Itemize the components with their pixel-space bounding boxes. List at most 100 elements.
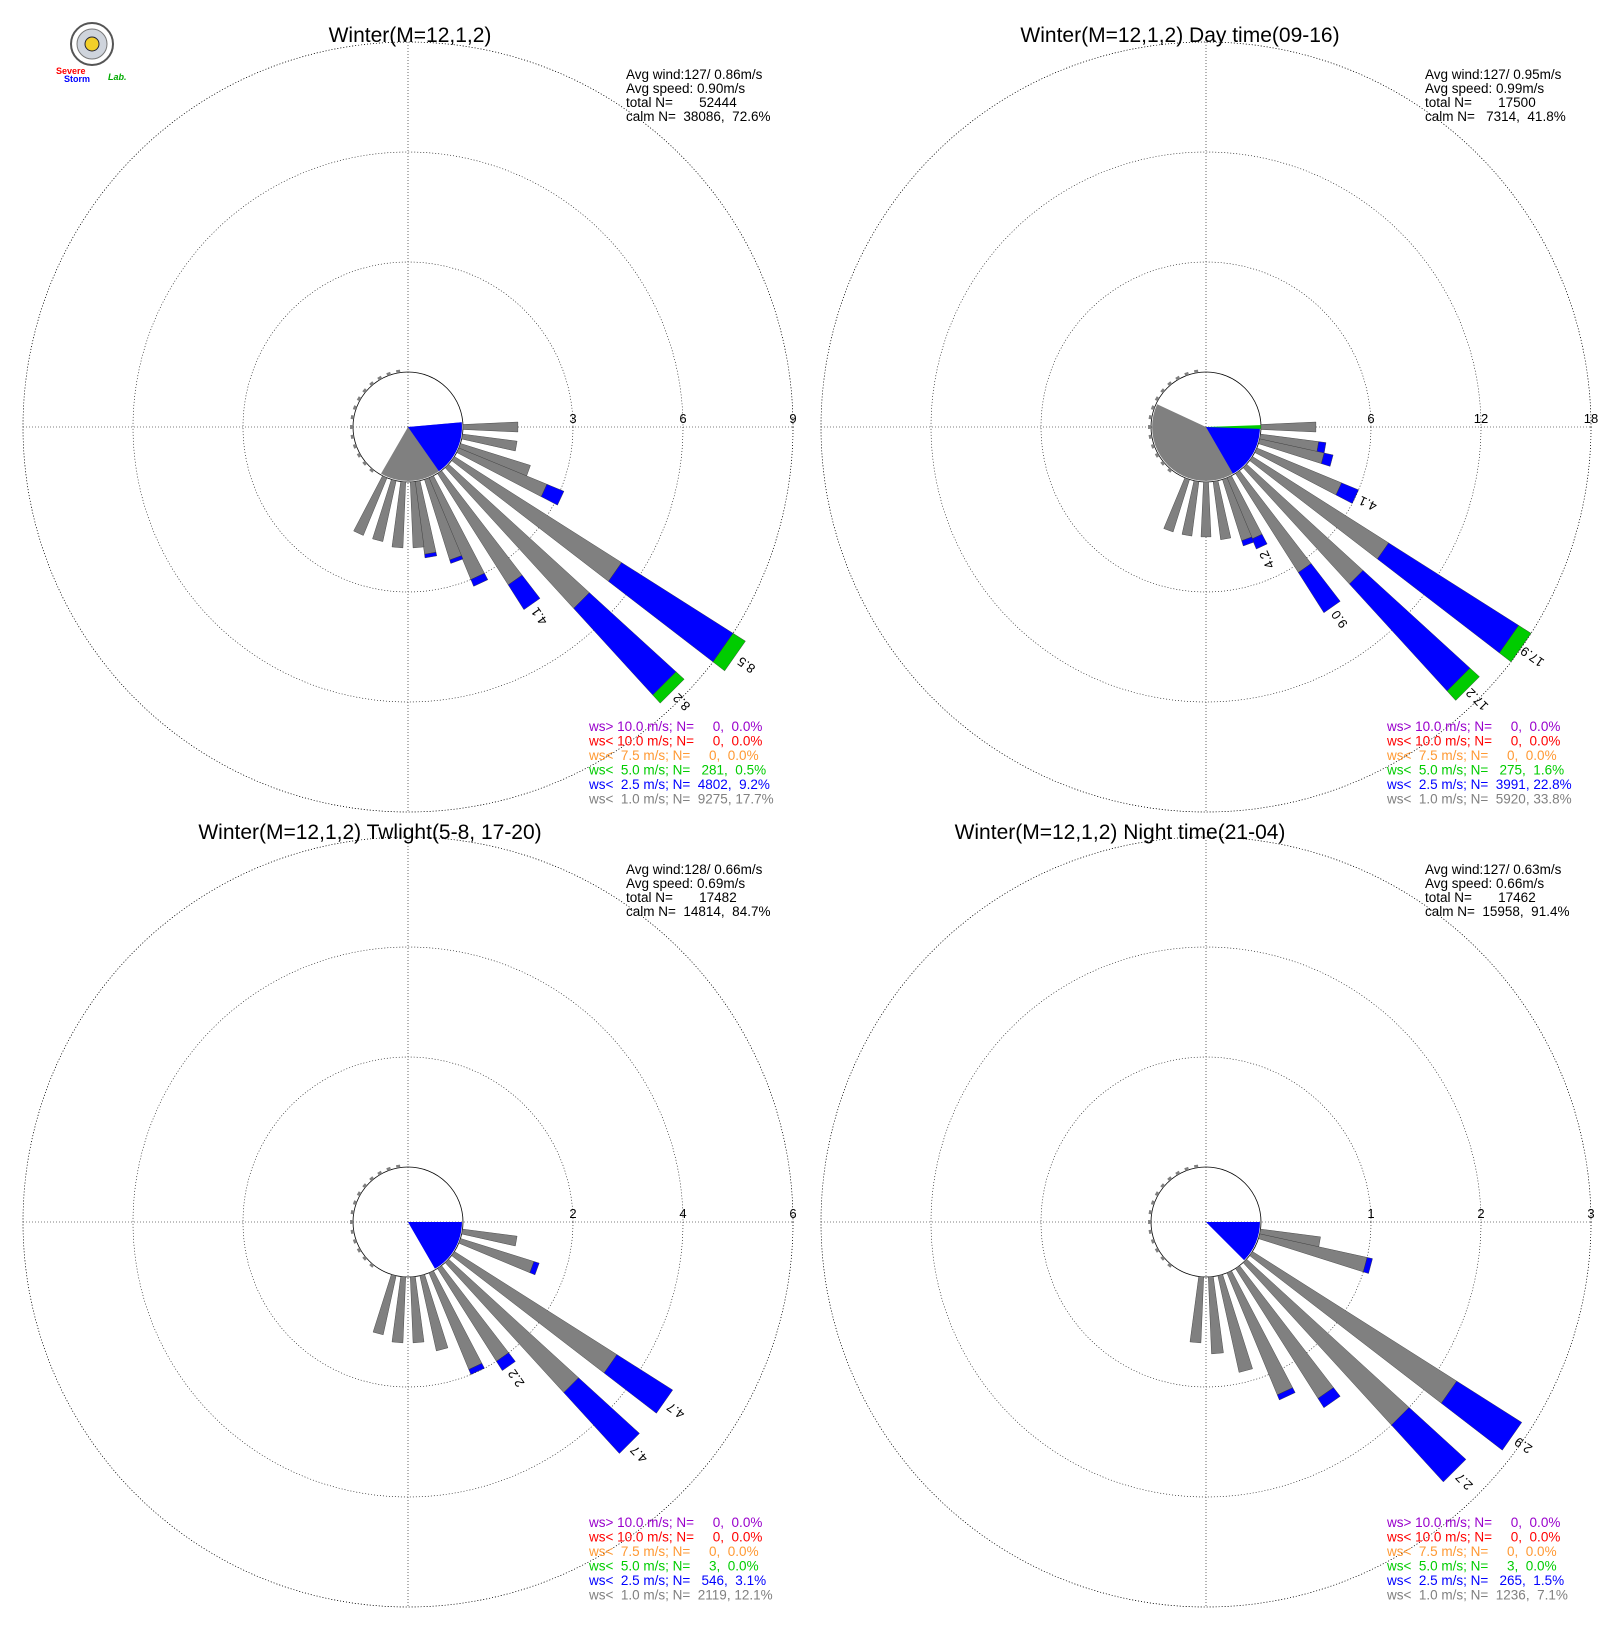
stats-line: Avg speed: 0.69m/s xyxy=(626,876,745,891)
ring-label: 1 xyxy=(1367,1206,1374,1221)
stats-line: total N= 52444 xyxy=(626,95,737,110)
calm-stub xyxy=(1150,1200,1156,1206)
sector-bar-green xyxy=(1446,667,1480,701)
calm-stub xyxy=(1175,375,1181,381)
calm-stub xyxy=(1148,1219,1152,1225)
legend-entry: ws< 10.0 m/s; N= 0, 0.0% xyxy=(1386,734,1560,749)
sector-bar-blue xyxy=(449,555,464,564)
calm-stub xyxy=(350,1209,355,1215)
ring-label: 2 xyxy=(1477,1206,1484,1221)
sector-bar-gray xyxy=(1189,1276,1204,1344)
calm-stub xyxy=(1167,1176,1173,1182)
legend-entry: ws< 2.5 m/s; N= 3991, 22.8% xyxy=(1386,777,1572,792)
legend-entry: ws< 10.0 m/s; N= 0, 0.0% xyxy=(1386,1530,1560,1545)
legend-entry: ws< 7.5 m/s; N= 0, 0.0% xyxy=(588,1544,759,1559)
stats-line: calm N= 38086, 72.6% xyxy=(626,109,770,124)
sector-bar-gray xyxy=(419,1274,449,1352)
sector-bar-blue xyxy=(507,574,541,610)
sector-bar-green xyxy=(1499,625,1532,663)
stats-line: total N= 17462 xyxy=(1425,890,1536,905)
stats-line: calm N= 7314, 41.8% xyxy=(1425,109,1566,124)
panel-title: Winter(M=12,1,2) Twlight(5-8, 17-20) xyxy=(198,821,541,844)
sector-bar-gray xyxy=(391,481,406,549)
legend-entry: ws< 7.5 m/s; N= 0, 0.0% xyxy=(1386,1544,1557,1559)
sector-bar-gray xyxy=(461,1228,518,1247)
ring-label: 6 xyxy=(679,411,686,426)
calm-wedge-blue xyxy=(408,422,462,472)
calm-stub xyxy=(1160,1255,1166,1261)
sector-bar-gray xyxy=(1212,480,1232,540)
sector-bar-blue xyxy=(470,572,489,587)
stats-line: Avg wind:127/ 0.95m/s xyxy=(1425,67,1562,82)
panel-title: Winter(M=12,1,2) Night time(21-04) xyxy=(955,821,1286,844)
calm-stub xyxy=(1160,388,1166,394)
calm-stub xyxy=(1167,467,1173,473)
calm-stub xyxy=(1148,434,1153,440)
stats-line: total N= 17500 xyxy=(1425,95,1536,110)
sector-bar-blue xyxy=(540,484,565,506)
sector-bar-gray xyxy=(1260,421,1317,433)
logo-text-severe: Severe xyxy=(56,66,86,76)
calm-wedge-blue xyxy=(1206,1222,1260,1261)
sector-bar-gray xyxy=(1163,477,1190,533)
sector-bar-blue xyxy=(1441,1380,1523,1451)
calm-stub xyxy=(1167,381,1173,387)
stats-line: total N= 17482 xyxy=(626,890,737,905)
ring-label: 6 xyxy=(789,1206,796,1221)
sector-bar-gray xyxy=(461,433,518,452)
calm-stub xyxy=(1160,1183,1166,1189)
calm-stub xyxy=(356,1191,362,1197)
calm-stub xyxy=(1154,452,1160,458)
legend-entry: ws< 5.0 m/s; N= 3, 0.0% xyxy=(588,1559,759,1574)
ring-label: 3 xyxy=(569,411,576,426)
calm-stub xyxy=(362,1183,368,1189)
sector-bar-blue xyxy=(529,1261,540,1276)
calm-stub xyxy=(1150,443,1156,449)
logo-text-storm: Storm xyxy=(64,74,90,84)
sector-bar-blue xyxy=(1277,1387,1296,1401)
calm-stub xyxy=(1154,396,1160,402)
calm-stub xyxy=(350,1219,354,1225)
legend-entry: ws> 10.0 m/s; N= 0, 0.0% xyxy=(1386,719,1560,734)
legend-entry: ws< 1.0 m/s; N= 1236, 7.1% xyxy=(1386,1588,1568,1603)
calm-stub xyxy=(1154,1191,1160,1197)
sector-bar-blue xyxy=(468,1363,485,1375)
ring-label: 2 xyxy=(569,1206,576,1221)
legend-entry: ws< 1.0 m/s; N= 9275, 17.7% xyxy=(588,792,774,807)
legend-entry: ws> 10.0 m/s; N= 0, 0.0% xyxy=(588,719,762,734)
legend-entry: ws< 2.5 m/s; N= 546, 3.1% xyxy=(588,1573,766,1588)
legend-entry: ws< 5.0 m/s; N= 281, 0.5% xyxy=(588,763,766,778)
stats-line: Avg wind:127/ 0.63m/s xyxy=(1425,862,1562,877)
calm-stub xyxy=(352,405,358,411)
ring-label: 9 xyxy=(789,411,796,426)
calm-stub xyxy=(377,375,383,381)
sector-value-label: 4.2 xyxy=(1256,548,1277,571)
calm-wedge-blue xyxy=(1206,427,1260,474)
stats-line: Avg speed: 0.99m/s xyxy=(1425,81,1544,96)
calm-stub xyxy=(1160,460,1166,466)
sector-bar-blue xyxy=(496,1352,516,1371)
sector-value-label: 4.1 xyxy=(1356,493,1379,514)
sector-bar-green xyxy=(712,633,746,672)
calm-stub xyxy=(1167,1262,1173,1268)
stats-line: Avg wind:128/ 0.66m/s xyxy=(626,862,763,877)
sector-bar-gray xyxy=(1208,1276,1224,1355)
sector-bar-gray xyxy=(372,1274,397,1336)
stats-line: Avg speed: 0.66m/s xyxy=(1425,876,1544,891)
sector-bar-blue xyxy=(1251,533,1268,550)
calm-wedge-green xyxy=(1206,424,1264,430)
sector-bar-gray xyxy=(372,479,397,542)
calm-stub xyxy=(1193,1164,1199,1169)
ring-label: 4 xyxy=(679,1206,686,1221)
sector-bar-gray xyxy=(1200,481,1212,538)
sector-bar-gray xyxy=(353,475,388,536)
calm-stub xyxy=(356,1247,362,1253)
ring-label: 18 xyxy=(1584,411,1598,426)
sector-bar-gray xyxy=(410,481,425,549)
sector-bar-blue xyxy=(1363,1257,1373,1274)
legend-entry: ws< 7.5 m/s; N= 0, 0.0% xyxy=(588,748,759,763)
stats-line: Avg speed: 0.90m/s xyxy=(626,81,745,96)
legend-entry: ws< 5.0 m/s; N= 275, 1.6% xyxy=(1386,763,1564,778)
